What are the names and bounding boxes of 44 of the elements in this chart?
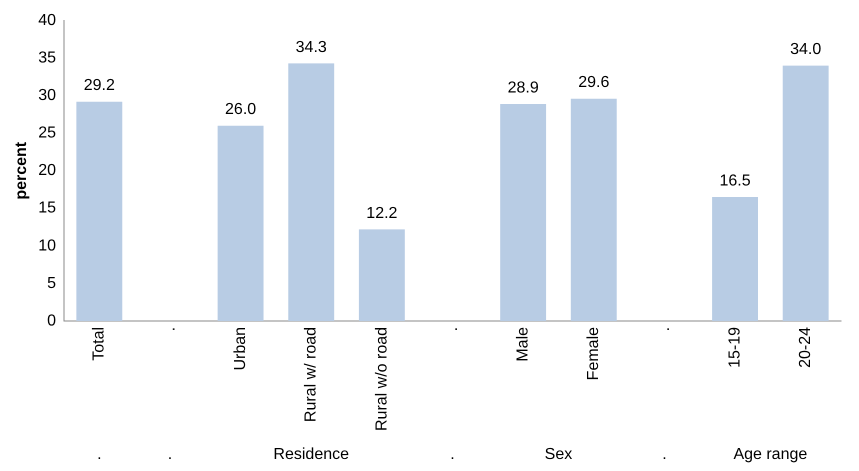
- text: .: [168, 446, 172, 463]
- x-tick-label: Rural w/o road: [373, 326, 390, 431]
- x-tick-label: Rural w/ road: [302, 326, 320, 422]
- data-label: 29.6: [578, 74, 610, 92]
- data-label: 34.0: [790, 41, 822, 58]
- bar: [358, 229, 405, 321]
- bar: [570, 98, 617, 321]
- y-tick-label: 10: [38, 237, 56, 254]
- data-label: 28.9: [508, 79, 539, 96]
- y-tick-label: 40: [38, 12, 56, 30]
- y-tick-label: 35: [38, 50, 56, 67]
- bar: [500, 104, 546, 321]
- x-tick-label: .: [161, 326, 178, 332]
- data-label: 34.3: [296, 38, 327, 56]
- bar: [712, 197, 758, 321]
- text: .: [97, 446, 102, 463]
- bar: [76, 102, 122, 321]
- data-label: 26.0: [225, 101, 256, 118]
- text: .: [450, 446, 455, 463]
- data-label: 29.2: [84, 77, 115, 94]
- x-tick-label: Male: [514, 326, 532, 362]
- y-tick-label: 30: [38, 87, 56, 104]
- y-axis-title: percent: [13, 141, 30, 200]
- x-tick-label: Female: [585, 326, 602, 380]
- x-tick-label: .: [444, 326, 461, 332]
- data-label: 16.5: [719, 172, 751, 190]
- y-tick-label: 15: [38, 200, 56, 217]
- bar: [218, 126, 264, 321]
- y-tick-label: 5: [47, 274, 56, 292]
- bar: [288, 63, 334, 321]
- text: Age range: [733, 446, 808, 463]
- y-tick-label: 20: [38, 162, 56, 180]
- y-tick-label: 0: [47, 312, 56, 330]
- y-tick-label: 25: [38, 124, 56, 142]
- text: Residence: [273, 446, 350, 463]
- x-tick-label: 20-24: [797, 326, 814, 368]
- data-label: 12.2: [366, 204, 398, 222]
- x-tick-label: 15-19: [726, 326, 744, 368]
- x-tick-label: Urban: [232, 326, 249, 371]
- text: .: [662, 446, 667, 463]
- x-tick-label: .: [656, 326, 673, 332]
- x-tick-label: Total: [90, 326, 108, 361]
- text: Sex: [544, 446, 572, 463]
- bar: [782, 66, 829, 321]
